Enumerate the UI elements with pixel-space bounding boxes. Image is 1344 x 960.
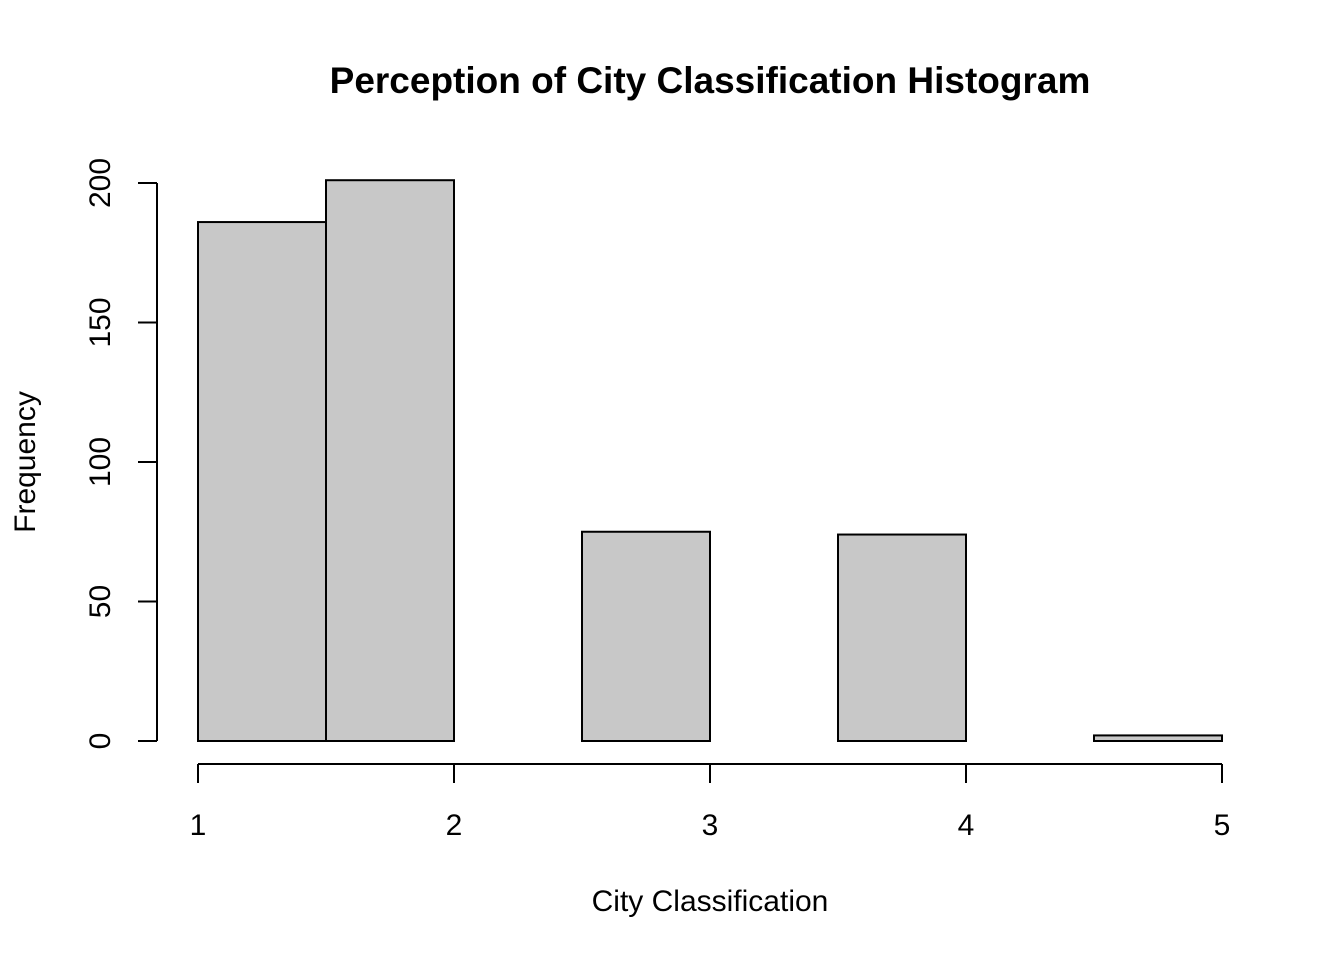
histogram-bar-3 — [581, 530, 711, 742]
x-tick-label-0: 1 — [190, 809, 207, 842]
histogram-bar-0 — [197, 221, 327, 742]
histogram-bar-5 — [837, 533, 967, 742]
bars-group — [197, 179, 1223, 742]
x-tick-label-4: 5 — [1214, 809, 1231, 842]
x-tick-label-3: 4 — [958, 809, 975, 842]
histogram-bar-1 — [325, 179, 455, 742]
x-tick-label-2: 3 — [702, 809, 719, 842]
y-tick-label-3: 150 — [84, 297, 117, 347]
x-axis-label: City Classification — [592, 885, 829, 918]
y-tick-label-1: 50 — [84, 585, 117, 618]
chart-title: Perception of City Classification Histog… — [330, 60, 1091, 101]
y-tick-label-4: 200 — [84, 158, 117, 208]
y-tick-label-2: 100 — [84, 437, 117, 487]
x-axis: 1 2 3 4 5 — [190, 763, 1231, 842]
histogram-bar-7 — [1093, 734, 1223, 742]
y-axis: 0 50 100 150 200 — [84, 158, 158, 750]
x-tick-label-1: 2 — [446, 809, 463, 842]
y-tick-label-0: 0 — [84, 733, 117, 750]
y-axis-label: Frequency — [9, 391, 42, 533]
